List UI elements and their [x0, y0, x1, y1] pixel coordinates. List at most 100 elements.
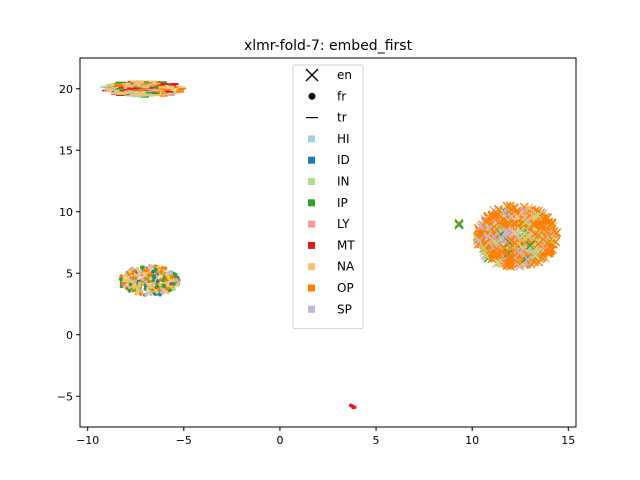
- legend: en fr tr HI ID IN IP LY MT NA OP SP: [292, 64, 364, 330]
- data-point: [120, 282, 125, 286]
- legend-label: LY: [337, 217, 350, 231]
- data-point: [146, 286, 150, 291]
- legend-swatch-ID: [308, 156, 315, 164]
- data-point: [127, 272, 131, 277]
- data-point: [160, 291, 165, 295]
- data-point: [528, 219, 538, 229]
- data-point: [166, 275, 171, 279]
- data-point: [482, 216, 492, 226]
- y-tick-label: 0: [66, 329, 73, 342]
- data-point: [149, 264, 154, 269]
- y-tick-label: 5: [66, 267, 73, 280]
- legend-label: OP: [337, 281, 354, 295]
- data-point: [549, 226, 559, 236]
- data-point: [352, 405, 357, 410]
- data-point: [175, 283, 180, 287]
- data-point: [518, 206, 528, 216]
- plot-frame: [79, 57, 577, 428]
- data-point: [169, 278, 174, 283]
- legend-marker-en: [305, 68, 319, 82]
- data-point: [523, 254, 533, 264]
- data-point: [505, 215, 515, 225]
- data-point: [489, 222, 499, 232]
- data-point: [144, 292, 148, 297]
- data-point: [533, 210, 543, 220]
- data-point: [140, 265, 144, 270]
- data-point: [534, 239, 544, 249]
- data-point: [144, 280, 149, 285]
- data-point: [165, 278, 169, 282]
- data-point: [172, 272, 177, 277]
- data-point: [141, 277, 145, 281]
- data-point: [505, 243, 515, 253]
- x-axis: −10 −5 0 5 10 15: [76, 427, 575, 447]
- data-point: [169, 284, 174, 289]
- data-point: [155, 275, 159, 279]
- data-point: [155, 284, 159, 288]
- legend-frame: [292, 64, 364, 330]
- data-point: [521, 217, 531, 227]
- data-point: [546, 219, 556, 229]
- x-tick-label: 5: [373, 434, 380, 447]
- x-tick-label: −5: [176, 434, 192, 447]
- legend-label: SP: [337, 302, 352, 316]
- data-point: [531, 219, 541, 229]
- legend-swatch-IN: [308, 178, 315, 185]
- legend-label: HI: [337, 132, 350, 146]
- data-point: [497, 219, 507, 229]
- legend-label: NA: [337, 260, 355, 274]
- data-point: [150, 288, 155, 292]
- data-point: [136, 269, 141, 273]
- data-point: [128, 282, 133, 287]
- data-point: [502, 201, 512, 211]
- chart-title: xlmr-fold-7: embed_first: [244, 38, 413, 54]
- y-tick-label: −5: [57, 390, 73, 403]
- legend-swatch-SP: [308, 305, 315, 313]
- data-point: [135, 290, 140, 295]
- data-point: [512, 248, 522, 258]
- data-point: [126, 275, 131, 280]
- y-tick-label: 20: [59, 83, 73, 96]
- legend-swatch-MT: [308, 241, 315, 249]
- data-point: [525, 240, 535, 250]
- data-point: [119, 274, 124, 278]
- x-tick-label: 0: [276, 434, 283, 447]
- data-point: [154, 289, 159, 294]
- data-point: [514, 248, 524, 258]
- legend-swatch-IP: [308, 199, 315, 207]
- data-point: [476, 229, 486, 239]
- data-point: [348, 403, 353, 408]
- data-point: [128, 269, 132, 274]
- data-point: [131, 276, 135, 280]
- x-tick-label: 15: [561, 434, 575, 447]
- data-point: [543, 248, 553, 258]
- data-point: [174, 278, 179, 282]
- data-point: [165, 272, 169, 277]
- data-point: [513, 238, 523, 248]
- legend-swatch-NA: [308, 263, 315, 271]
- data-point: [534, 230, 544, 240]
- data-point: [146, 283, 150, 287]
- legend-label: ID: [337, 153, 350, 167]
- data-point: [161, 283, 166, 288]
- legend-marker-fr: [308, 92, 316, 100]
- data-point: [152, 275, 157, 280]
- x-tick-label: −10: [76, 434, 99, 447]
- data-point: [508, 228, 518, 238]
- data-point: [534, 257, 544, 267]
- data-point: [172, 287, 177, 292]
- y-tick-label: 15: [59, 144, 73, 157]
- x-tick-label: 10: [465, 434, 479, 447]
- data-point: [169, 270, 173, 275]
- legend-swatch-OP: [308, 284, 315, 292]
- data-point: [543, 238, 553, 248]
- data-point: [494, 249, 504, 259]
- data-point: [151, 278, 155, 283]
- data-point: [517, 231, 527, 241]
- data-point: [126, 278, 130, 283]
- data-point: [161, 278, 165, 283]
- data-point: [454, 220, 464, 230]
- legend-label: en: [337, 68, 352, 82]
- data-point: [473, 236, 483, 246]
